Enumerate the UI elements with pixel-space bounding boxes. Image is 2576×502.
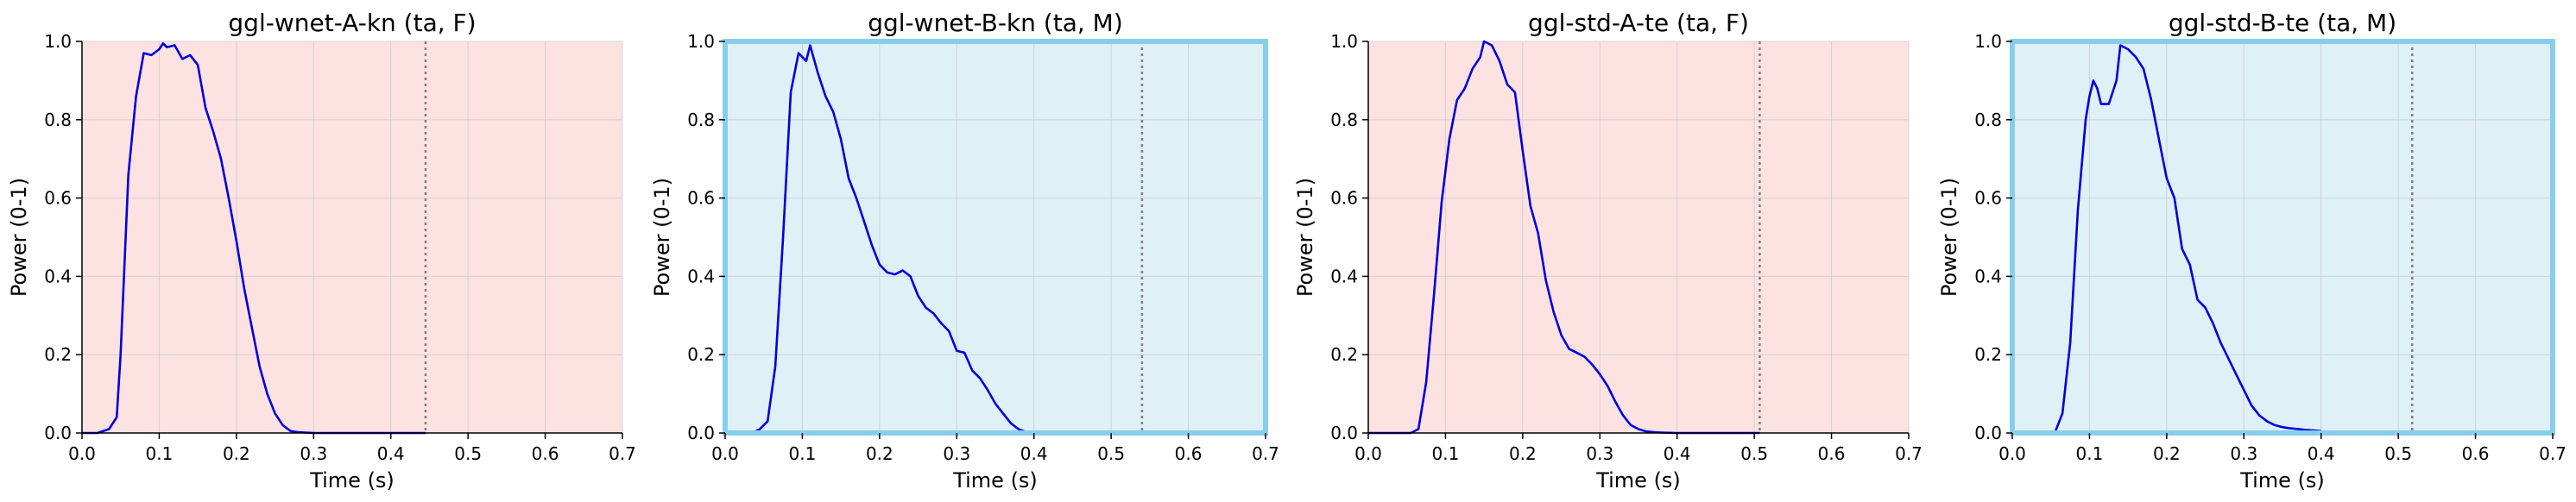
x-tick-label: 0.1	[789, 443, 817, 464]
x-tick-label: 0.5	[1097, 443, 1125, 464]
panel-title: ggl-wnet-B-kn (ta, M)	[868, 9, 1123, 37]
panel-title: ggl-std-A-te (ta, F)	[1528, 9, 1749, 37]
x-tick-label: 0.2	[1509, 443, 1537, 464]
y-axis-label: Power (0-1)	[7, 178, 31, 297]
x-tick-label: 0.4	[2308, 443, 2335, 464]
series-line	[751, 44, 1034, 435]
y-tick-label: 1.0	[1330, 31, 1358, 52]
y-tick-label: 0.2	[687, 344, 715, 365]
y-tick-label: 0.6	[1974, 188, 2002, 209]
x-tick-label: 0.0	[711, 443, 739, 464]
y-axis-label: Power (0-1)	[1293, 178, 1317, 297]
x-tick-label: 0.6	[2462, 443, 2490, 464]
x-tick-label: 0.1	[1432, 443, 1460, 464]
y-tick-label: 0.0	[1974, 423, 2002, 443]
x-tick-label: 0.6	[1175, 443, 1203, 464]
panel-title: ggl-wnet-A-kn (ta, F)	[228, 9, 476, 37]
series-line	[82, 41, 426, 435]
y-tick-label: 0.8	[1974, 110, 2002, 130]
panel-title: ggl-std-B-te (ta, M)	[2169, 9, 2396, 37]
highlight-border	[723, 39, 1268, 436]
x-tick-label: 0.7	[1252, 443, 1279, 464]
y-tick-label: 0.6	[687, 188, 715, 209]
x-tick-label: 0.6	[1818, 443, 1846, 464]
y-tick-label: 0.4	[44, 266, 72, 286]
plot-background	[1368, 41, 1909, 433]
x-tick-label: 0.2	[223, 443, 250, 464]
y-axis-label: Power (0-1)	[650, 178, 674, 297]
highlight-border	[2010, 39, 2555, 436]
y-tick-label: 0.2	[1974, 344, 2002, 365]
y-tick-label: 0.6	[44, 188, 72, 209]
y-tick-label: 1.0	[687, 31, 715, 52]
x-tick-label: 0.5	[1740, 443, 1768, 464]
y-tick-label: 0.0	[1330, 423, 1358, 443]
x-tick-label: 0.3	[1586, 443, 1613, 464]
x-tick-label: 0.3	[2230, 443, 2257, 464]
x-tick-label: 0.1	[2076, 443, 2104, 464]
x-axis-label: Time (s)	[952, 468, 1038, 493]
y-tick-label: 0.0	[687, 423, 715, 443]
y-tick-label: 0.4	[1330, 266, 1358, 286]
y-tick-label: 0.2	[1330, 344, 1358, 365]
y-tick-label: 0.2	[44, 344, 72, 365]
y-tick-label: 0.8	[44, 110, 72, 130]
x-axis-label: Time (s)	[1595, 468, 1681, 493]
x-tick-label: 0.7	[2539, 443, 2567, 464]
x-tick-label: 0.3	[300, 443, 327, 464]
x-tick-label: 0.6	[532, 443, 559, 464]
x-axis-label: Time (s)	[2239, 468, 2325, 493]
series-line	[2053, 44, 2321, 434]
x-tick-label: 0.0	[1354, 443, 1382, 464]
y-tick-label: 1.0	[44, 31, 72, 52]
y-tick-label: 0.4	[1974, 266, 2002, 286]
x-tick-label: 0.4	[1664, 443, 1691, 464]
chart-panel-3: 0.0 0.1 0.2 0.3 0.4 0.5 0.6 0.7 0.0 0.2 0.4 0.6 0.8 1…	[1293, 9, 1923, 493]
y-tick-label: 1.0	[1974, 31, 2002, 52]
series-line	[1368, 40, 1760, 435]
chart-panel-1: 0.0 0.1 0.2 0.3 0.4 0.5 0.6 0.7 0.0 0.2 0.4 0.6 0.8 1…	[7, 9, 636, 493]
y-axis-label: Power (0-1)	[1937, 178, 1961, 297]
x-axis-label: Time (s)	[309, 468, 395, 493]
x-tick-label: 0.5	[454, 443, 482, 464]
x-tick-label: 0.7	[609, 443, 636, 464]
chart-panel-2: 0.0 0.1 0.2 0.3 0.4 0.5 0.6 0.7 0.0 0.2 0.4 0.6 0.8 1…	[650, 9, 1279, 493]
y-tick-label: 0.8	[1330, 110, 1358, 130]
y-tick-label: 0.8	[687, 110, 715, 130]
plot-background	[82, 41, 622, 433]
x-tick-label: 0.5	[2384, 443, 2412, 464]
x-tick-label: 0.7	[1895, 443, 1923, 464]
x-tick-label: 0.2	[866, 443, 893, 464]
x-tick-label: 0.2	[2153, 443, 2181, 464]
x-tick-label: 0.1	[146, 443, 174, 464]
y-tick-label: 0.4	[687, 266, 715, 286]
x-tick-label: 0.0	[68, 443, 96, 464]
x-tick-label: 0.4	[1020, 443, 1048, 464]
y-tick-label: 0.0	[44, 423, 72, 443]
plot-background	[725, 41, 1266, 433]
x-tick-label: 0.4	[377, 443, 405, 464]
x-tick-label: 0.3	[943, 443, 970, 464]
chart-panel-4: 0.0 0.1 0.2 0.3 0.4 0.5 0.6 0.7 0.0 0.2 0.4 0.6 0.8 1…	[1937, 9, 2567, 493]
plot-background	[2012, 41, 2553, 433]
x-tick-label: 0.0	[1998, 443, 2026, 464]
y-tick-label: 0.6	[1330, 188, 1358, 209]
